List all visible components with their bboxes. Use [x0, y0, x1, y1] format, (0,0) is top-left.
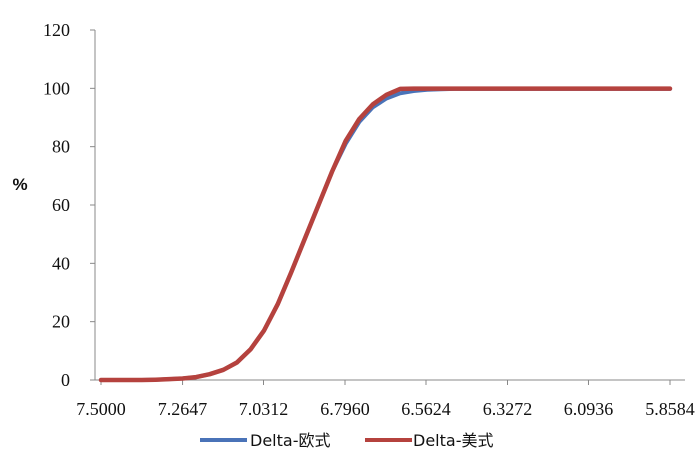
y-tick-label: 0: [61, 370, 70, 390]
x-tick-label: 5.8584: [645, 399, 695, 419]
legend: Delta-欧式 Delta-美式: [200, 431, 493, 450]
x-tick-label: 7.5000: [76, 399, 126, 419]
y-tick-label: 20: [52, 312, 70, 332]
x-ticks: 7.5000 7.2647 7.0312 6.7960 6.5624 6.3272 6.09…: [76, 380, 695, 419]
legend-item: Delta-欧式: [200, 431, 330, 450]
y-tick-label: 120: [43, 20, 70, 40]
x-tick-label: 6.5624: [401, 399, 451, 419]
y-tick-label: 80: [52, 137, 70, 157]
legend-item: Delta-美式: [365, 431, 493, 450]
y-tick-label: 40: [52, 253, 70, 273]
series-layer: [98, 86, 673, 383]
x-tick-label: 6.7960: [320, 399, 370, 419]
legend-label: Delta-欧式: [250, 431, 330, 450]
x-tick-label: 6.0936: [564, 399, 614, 419]
axes: [94, 30, 685, 381]
series-line-european: [99, 86, 672, 382]
y-tick-label: 60: [52, 195, 70, 215]
series-line-american: [98, 86, 673, 383]
y-tick-label: 100: [43, 78, 70, 98]
x-tick-label: 6.3272: [483, 399, 533, 419]
x-tick-label: 7.0312: [239, 399, 289, 419]
x-tick-label: 7.2647: [158, 399, 208, 419]
y-ticks: 0 20 40 60 80 100 120: [43, 20, 95, 390]
legend-label: Delta-美式: [413, 431, 493, 450]
y-axis-label: %: [12, 175, 27, 194]
